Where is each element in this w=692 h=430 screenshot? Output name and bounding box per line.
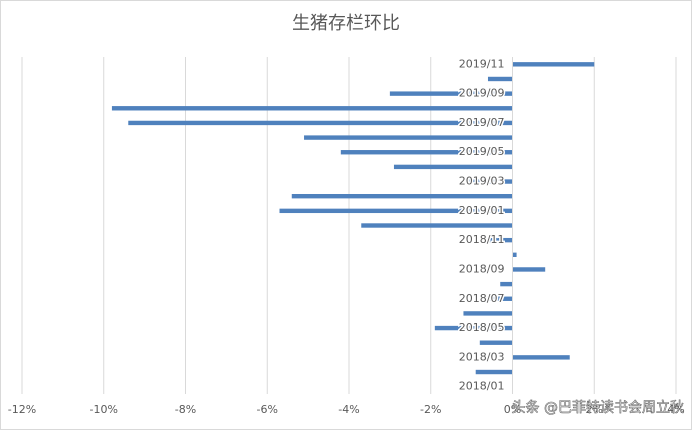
y-tick-label: 2018/01	[459, 380, 505, 393]
y-tick-label: 2019/05	[459, 145, 505, 158]
y-tick-label: 2019/07	[459, 116, 505, 129]
x-tick-label: -12%	[8, 403, 36, 416]
x-tick-label: 4%	[667, 403, 684, 416]
x-tick-label: -8%	[175, 403, 196, 416]
y-tick-label: 2018/03	[459, 350, 505, 363]
bar	[393, 164, 513, 170]
y-tick-label: 2019/11	[459, 57, 505, 70]
bar	[483, 296, 513, 301]
bar	[475, 369, 513, 375]
bar	[389, 91, 513, 96]
x-tick-label: -10%	[90, 403, 118, 416]
bar	[512, 355, 570, 360]
y-tick-label: 2018/11	[459, 233, 505, 246]
bar	[479, 340, 513, 345]
y-tick-label: 2019/03	[459, 175, 505, 188]
watermark: 头条 @巴菲特读书会周立秋	[512, 399, 684, 416]
chart-title: 生猪存栏环比	[292, 13, 400, 34]
bar	[463, 311, 513, 316]
x-tick-label: -6%	[257, 403, 278, 416]
x-tick-label: 0%	[504, 403, 521, 416]
bar	[467, 179, 513, 184]
bar	[512, 267, 546, 272]
y-tick-label: 2019/09	[459, 87, 505, 100]
bar	[434, 325, 513, 331]
bar	[361, 223, 513, 228]
x-tick-label: -2%	[420, 403, 441, 416]
bar	[512, 62, 595, 67]
bar	[304, 135, 513, 140]
bar	[128, 120, 513, 126]
bar	[487, 76, 513, 82]
y-tick-label: 2018/09	[459, 262, 505, 275]
x-tick-label: 2%	[586, 403, 603, 416]
bar	[512, 252, 517, 258]
y-tick-label: 2019/01	[459, 204, 505, 217]
bar	[291, 193, 513, 199]
bar	[279, 208, 513, 214]
y-tick-label: 2018/05	[459, 321, 505, 334]
x-tick-label: -4%	[338, 403, 359, 416]
bar	[340, 150, 513, 155]
bar	[500, 281, 513, 287]
y-tick-label: 2018/07	[459, 292, 505, 305]
bar	[111, 106, 513, 111]
bar	[483, 237, 513, 243]
